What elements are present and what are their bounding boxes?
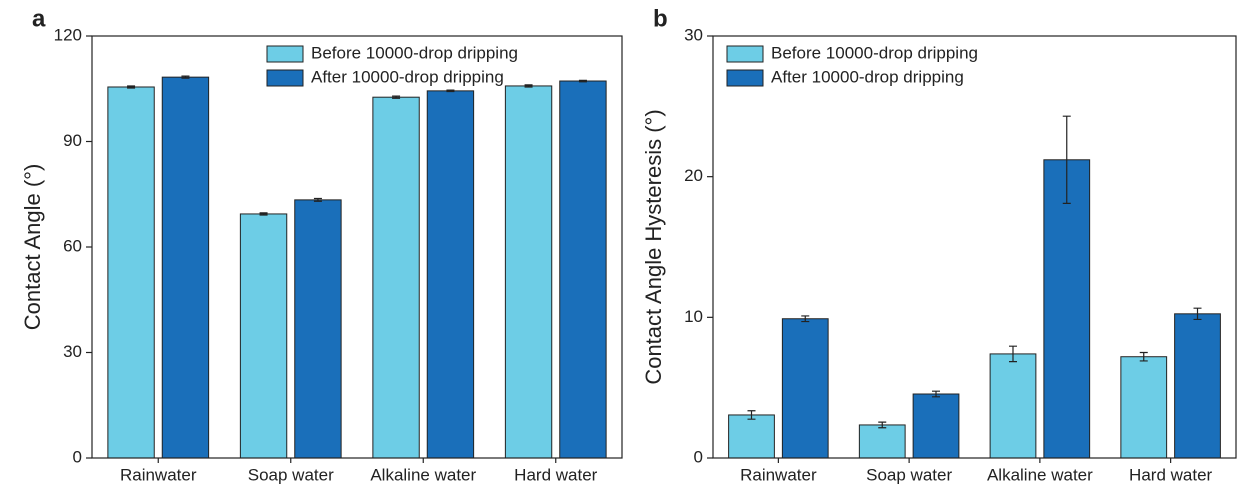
- bar: [107, 86, 155, 459]
- error-bar: [1008, 345, 1017, 363]
- x-tick-label: Soap water: [866, 465, 952, 484]
- bar: [161, 76, 210, 459]
- x-tick-label: Hard water: [514, 465, 597, 484]
- error-bar: [259, 212, 268, 216]
- legend-swatch: [266, 69, 304, 87]
- x-tick-label: Alkaline water: [987, 465, 1093, 484]
- x-tick-label: Rainwater: [120, 465, 197, 484]
- error-bar: [747, 410, 756, 420]
- error-bar: [1062, 115, 1071, 204]
- legend-swatch: [726, 69, 764, 87]
- y-tick-label: 10: [684, 307, 703, 326]
- legend-label: After 10000-drop dripping: [771, 67, 964, 86]
- error-bar: [1139, 351, 1148, 362]
- error-bar: [181, 75, 190, 79]
- y-tick-label: 30: [684, 25, 703, 44]
- panel-label: a: [32, 5, 46, 32]
- bar: [728, 414, 775, 459]
- y-tick-label: 0: [694, 447, 703, 466]
- x-tick-label: Alkaline water: [370, 465, 476, 484]
- y-axis-label: Contact Angle (°): [20, 164, 45, 331]
- bar: [294, 199, 342, 459]
- bar: [989, 353, 1037, 459]
- error-bar: [578, 79, 587, 83]
- y-tick-label: 60: [63, 236, 82, 255]
- error-bar: [446, 89, 455, 93]
- error-bar: [392, 95, 401, 99]
- bar: [239, 213, 288, 459]
- bar: [912, 393, 960, 459]
- panel-label: b: [653, 5, 668, 32]
- error-bar: [524, 84, 533, 88]
- y-axis-label: Contact Angle Hysteresis (°): [641, 109, 666, 384]
- legend-label: After 10000-drop dripping: [311, 67, 504, 86]
- error-bar: [1193, 307, 1202, 321]
- bar: [372, 96, 420, 459]
- error-bar: [878, 421, 887, 429]
- error-bar: [801, 315, 810, 323]
- x-tick-label: Rainwater: [740, 465, 817, 484]
- bar: [781, 318, 829, 459]
- y-tick-label: 20: [684, 166, 703, 185]
- y-tick-label: 30: [63, 342, 82, 361]
- y-tick-label: 0: [73, 447, 82, 466]
- bar: [504, 85, 553, 459]
- error-bar: [127, 85, 136, 89]
- legend-swatch: [726, 45, 764, 63]
- plot-frame: [91, 35, 623, 459]
- error-bar: [313, 197, 322, 202]
- bar: [1043, 159, 1091, 459]
- error-bar: [932, 390, 941, 398]
- bar: [858, 424, 906, 459]
- y-tick-label: 120: [54, 25, 82, 44]
- legend-label: Before 10000-drop dripping: [771, 43, 978, 62]
- bar: [1174, 313, 1221, 459]
- plot-frame: [712, 35, 1237, 459]
- y-tick-label: 90: [63, 131, 82, 150]
- x-tick-label: Soap water: [248, 465, 334, 484]
- x-tick-label: Hard water: [1129, 465, 1212, 484]
- legend-label: Before 10000-drop dripping: [311, 43, 518, 62]
- bar: [1120, 356, 1168, 459]
- legend-swatch: [266, 45, 304, 63]
- bar: [426, 90, 475, 459]
- bar: [559, 80, 607, 459]
